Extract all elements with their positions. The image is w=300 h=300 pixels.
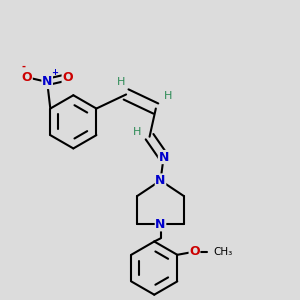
Text: O: O bbox=[62, 71, 73, 84]
Text: N: N bbox=[158, 151, 169, 164]
Text: +: + bbox=[52, 68, 58, 77]
Text: H: H bbox=[133, 127, 141, 137]
Text: N: N bbox=[155, 218, 166, 231]
Text: N: N bbox=[155, 174, 166, 187]
Text: N: N bbox=[42, 76, 52, 88]
Text: -: - bbox=[22, 61, 26, 71]
Text: H: H bbox=[164, 91, 172, 101]
Text: O: O bbox=[22, 71, 32, 84]
Text: CH₃: CH₃ bbox=[213, 247, 232, 257]
Text: H: H bbox=[117, 77, 126, 87]
Text: O: O bbox=[189, 245, 200, 258]
